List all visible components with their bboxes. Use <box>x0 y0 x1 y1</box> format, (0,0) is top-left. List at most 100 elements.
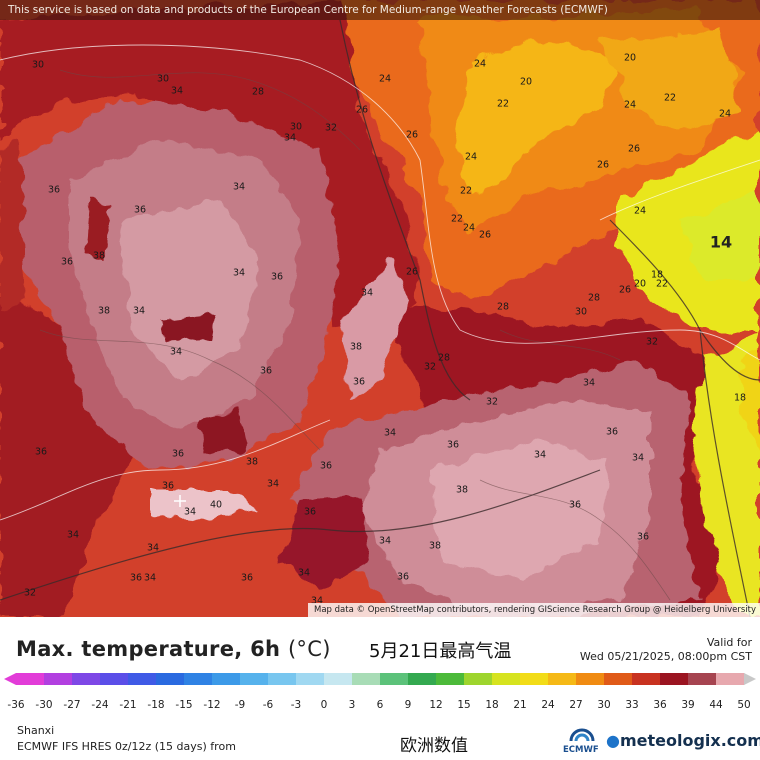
isotherm-label: 36 <box>161 480 175 492</box>
isotherm-label: 28 <box>437 352 451 364</box>
scale-swatch <box>660 673 689 685</box>
isotherm-label: 36 <box>34 446 48 458</box>
scale-swatch <box>100 673 129 685</box>
isotherm-label: 36 <box>133 204 147 216</box>
isotherm-label: 38 <box>245 456 259 468</box>
scale-swatch <box>632 673 661 685</box>
isotherm-label: 36 <box>352 376 366 388</box>
scale-swatch <box>128 673 157 685</box>
scale-tick-label: -3 <box>291 699 301 710</box>
scale-swatch <box>268 673 297 685</box>
isotherm-label: 18 <box>650 269 664 281</box>
scale-tick-label: 18 <box>485 699 498 710</box>
isotherm-label: 34 <box>360 287 374 299</box>
isotherm-label: 34 <box>378 535 392 547</box>
scale-tick-label: -15 <box>175 699 192 710</box>
isotherm-label: 20 <box>623 52 637 64</box>
scale-swatch <box>464 673 493 685</box>
isotherm-label: 36 <box>47 184 61 196</box>
isotherm-label: 38 <box>428 540 442 552</box>
scale-tick-label: -6 <box>263 699 274 710</box>
scale-swatch <box>408 673 437 685</box>
scale-swatch <box>352 673 381 685</box>
scale-tick-label: -24 <box>91 699 108 710</box>
isotherm-label: 24 <box>473 58 487 70</box>
isotherm-label: 34 <box>183 506 197 518</box>
scale-swatch <box>296 673 325 685</box>
isotherm-label: 38 <box>97 305 111 317</box>
isotherm-label: 24 <box>462 222 476 234</box>
scale-tick-label: 24 <box>541 699 555 710</box>
scale-tick-label: -36 <box>7 699 24 710</box>
isotherm-label: 28 <box>496 301 510 313</box>
isotherm-label: 34 <box>383 427 397 439</box>
unit-text: (°C) <box>287 637 331 661</box>
isotherm-label: 40 <box>209 499 223 511</box>
page-title: Max. temperature, 6h (°C) <box>16 637 331 661</box>
isotherm-label: 22 <box>496 98 510 110</box>
scale-swatch <box>44 673 73 685</box>
isotherm-label: 36 <box>129 572 143 584</box>
isotherm-label: 26 <box>405 129 419 141</box>
scale-swatch <box>716 673 745 685</box>
isotherm-label: 38 <box>455 484 469 496</box>
valid-label: Valid for <box>706 636 752 649</box>
isotherm-label: 24 <box>623 99 637 111</box>
scale-swatch <box>604 673 633 685</box>
scale-tick-label: -9 <box>235 699 245 710</box>
scale-swatch <box>16 673 45 685</box>
isotherm-label: 36 <box>60 256 74 268</box>
isotherm-label: 24 <box>718 108 732 120</box>
isotherm-label: 34 <box>170 85 184 97</box>
isotherm-label: 36 <box>319 460 333 472</box>
model-info: ECMWF IFS HRES 0z/12z (15 days) from <box>17 740 236 753</box>
scale-tick-label: 15 <box>457 699 470 710</box>
isotherm-label: 22 <box>450 213 464 225</box>
scale-tick-label: -27 <box>63 699 80 710</box>
scale-swatch <box>212 673 241 685</box>
isotherm-label: 36 <box>259 365 273 377</box>
scale-swatch <box>380 673 409 685</box>
isotherm-label: 36 <box>605 426 619 438</box>
scale-tick-label: 0 <box>321 699 328 710</box>
scale-swatch <box>548 673 577 685</box>
legend-panel <box>0 617 760 760</box>
scale-right-arrow-icon <box>744 673 756 685</box>
isotherm-label: 32 <box>23 587 37 599</box>
isotherm-label: 36 <box>240 572 254 584</box>
map-canvas <box>0 0 760 617</box>
scale-tick-label: 50 <box>737 699 750 710</box>
isotherm-label: 36 <box>568 499 582 511</box>
isotherm-label: 32 <box>485 396 499 408</box>
isotherm-label: 34 <box>266 478 280 490</box>
temperature-map: 24 24 20 20 22 24 22 24 26 26 24 26 26 22 22 24 26 24 14 26… <box>0 0 760 617</box>
isotherm-label: 36 <box>171 448 185 460</box>
isotherm-label: 34 <box>582 377 596 389</box>
isotherm-label: 36 <box>270 271 284 283</box>
isotherm-label: 32 <box>645 336 659 348</box>
isotherm-label: 26 <box>618 284 632 296</box>
meteologix-logo[interactable]: ●meteologix.com <box>606 731 760 750</box>
isotherm-label: 34 <box>310 595 324 607</box>
isotherm-label: 26 <box>478 229 492 241</box>
scale-tick-label: 27 <box>569 699 582 710</box>
scale-swatch <box>492 673 521 685</box>
isotherm-label: 34 <box>132 305 146 317</box>
scale-tick-label: 36 <box>653 699 667 710</box>
isotherm-label: 26 <box>596 159 610 171</box>
isotherm-label: 34 <box>169 346 183 358</box>
ecmwf-logo-text: ECMWF <box>563 745 599 755</box>
title-text: Max. temperature, 6h <box>16 637 281 661</box>
isotherm-label: 34 <box>143 572 157 584</box>
isotherm-label: 34 <box>146 542 160 554</box>
scale-tick-label: 30 <box>597 699 610 710</box>
scale-tick-label: 21 <box>513 699 526 710</box>
scale-swatch <box>576 673 605 685</box>
isotherm-label: 34 <box>232 181 246 193</box>
map-credit[interactable]: Map data © OpenStreetMap contributors, r… <box>308 603 760 617</box>
meteologix-logo-text: meteologix.com <box>619 731 760 750</box>
scale-tick-label: 3 <box>349 699 356 710</box>
isotherm-label: 28 <box>251 86 265 98</box>
isotherm-label: 22 <box>655 278 669 290</box>
isotherm-label: 20 <box>519 76 533 88</box>
